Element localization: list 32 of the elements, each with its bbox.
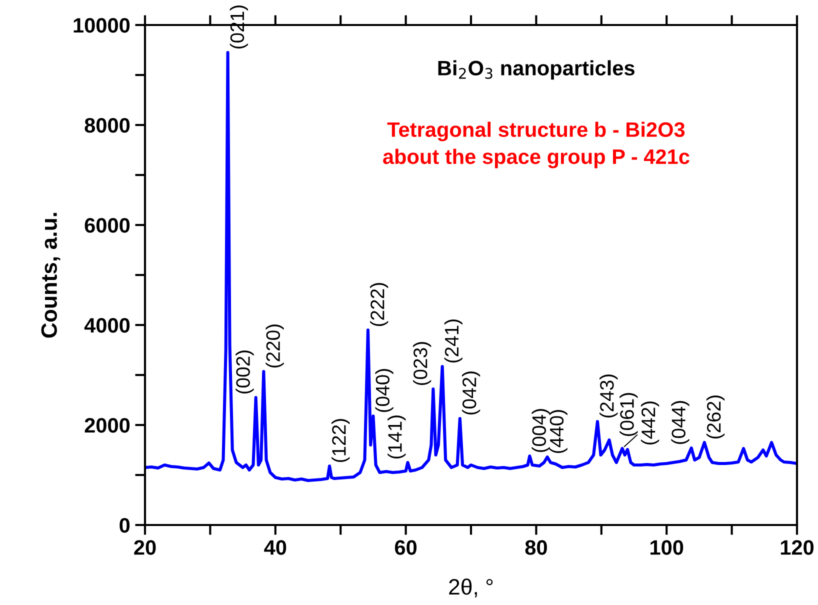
annotation: (440) bbox=[549, 410, 568, 454]
annotation: (023) bbox=[413, 342, 432, 386]
x-tick-label: 60 bbox=[394, 540, 417, 555]
annotation: (122) bbox=[332, 419, 350, 462]
x-tick-label: 20 bbox=[134, 540, 156, 555]
x-tick-label: 120 bbox=[780, 540, 814, 555]
x-axis-title: 2θ, ° bbox=[449, 578, 493, 598]
annotation: (220) bbox=[266, 324, 284, 368]
annotation: (262) bbox=[706, 396, 725, 439]
annotation: (042) bbox=[462, 372, 480, 415]
text: Bi$_{2}$O$_{3}$ nanoparticles bbox=[438, 60, 634, 80]
y-axis-title: Counts, a.u. bbox=[41, 212, 60, 338]
annotation: (040) bbox=[375, 369, 394, 412]
y-tick-label: 10000 bbox=[74, 18, 130, 33]
annotation: (141) bbox=[388, 416, 406, 459]
annotation: (061) bbox=[620, 393, 638, 436]
y-tick-label: 8000 bbox=[84, 118, 130, 133]
annotation: (002) bbox=[236, 350, 254, 394]
x-tick-label: 100 bbox=[650, 540, 684, 555]
y-tick-label: 0 bbox=[120, 518, 130, 533]
x-tick-label: 40 bbox=[264, 540, 286, 555]
x-tick-label: 80 bbox=[525, 540, 547, 555]
annotation: (241) bbox=[444, 320, 462, 363]
y-tick-label: 6000 bbox=[84, 218, 130, 233]
annotation: (004) bbox=[532, 409, 550, 452]
annotation: (222) bbox=[370, 283, 388, 326]
annotation: (243) bbox=[600, 374, 618, 418]
y-tick-label: 2000 bbox=[84, 418, 130, 433]
y-tick-label: 4000 bbox=[84, 318, 130, 333]
annotation: Tetragonal structure b - Bi2O3 about the space group P - 421c bbox=[383, 122, 690, 168]
annotation: (044) bbox=[671, 401, 690, 444]
annotation: (442) bbox=[640, 402, 660, 445]
